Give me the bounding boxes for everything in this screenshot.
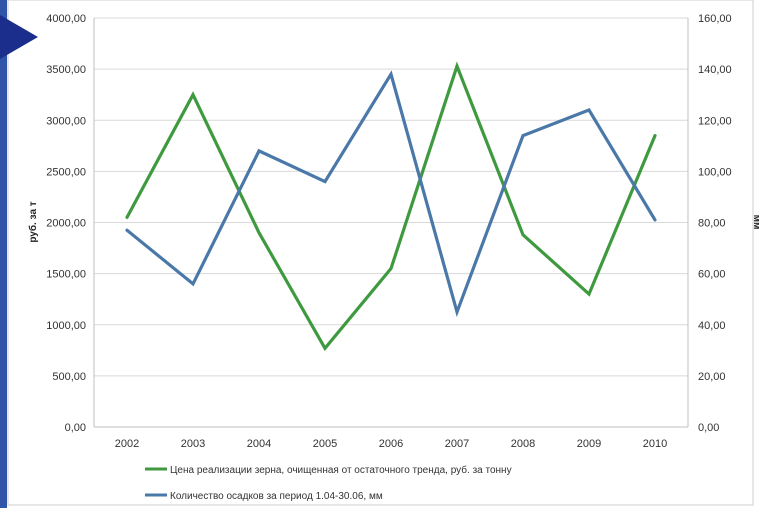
x-tick-label: 2010 xyxy=(643,438,667,450)
corner-arrow-icon xyxy=(0,15,38,59)
right-axis-title: мм xyxy=(751,215,759,230)
left-tick-label: 1500,00 xyxy=(46,269,86,281)
legend-label-precipitation: Количество осадков за период 1.04-30.06,… xyxy=(170,491,383,502)
series-lines xyxy=(125,61,657,352)
right-tick-label: 100,00 xyxy=(698,166,732,178)
left-tick-label: 500,00 xyxy=(52,371,86,383)
x-tick-label: 2008 xyxy=(511,438,535,450)
x-tick-label: 2007 xyxy=(445,438,469,450)
right-tick-label: 140,00 xyxy=(698,64,732,76)
left-tick-label: 0,00 xyxy=(65,422,86,434)
left-tick-label: 2500,00 xyxy=(46,166,86,178)
plot-border xyxy=(93,18,689,428)
gridlines xyxy=(94,17,688,428)
right-tick-label: 80,00 xyxy=(698,218,726,230)
series-line-precipitation xyxy=(125,70,657,318)
left-tick-label: 2000,00 xyxy=(46,218,86,230)
legend: Цена реализации зерна, очищенная от оста… xyxy=(145,464,512,502)
series-line-price xyxy=(125,61,657,352)
left-tick-label: 4000,00 xyxy=(46,13,86,25)
x-tick-label: 2006 xyxy=(379,438,403,450)
right-tick-label: 0,00 xyxy=(698,422,719,434)
x-tick-label: 2004 xyxy=(247,438,271,450)
x-tick-label: 2002 xyxy=(115,438,139,450)
right-axis-ticks: 0,00 20,00 40,00 60,00 80,00 100,00 120,00 140,… xyxy=(698,13,732,434)
x-tick-label: 2005 xyxy=(313,438,337,450)
left-tick-label: 1000,00 xyxy=(46,320,86,332)
right-tick-label: 120,00 xyxy=(698,115,732,127)
left-axis-title: руб. за т xyxy=(27,201,39,242)
x-axis-ticks: 2002 2003 2004 2005 2006 2007 2008 2009 2010 xyxy=(115,438,667,450)
left-tick-label: 3000,00 xyxy=(46,115,86,127)
right-tick-label: 160,00 xyxy=(698,13,732,25)
x-tick-label: 2009 xyxy=(577,438,601,450)
chart-area xyxy=(7,0,754,506)
x-tick-label: 2003 xyxy=(181,438,205,450)
left-tick-label: 3500,00 xyxy=(46,64,86,76)
legend-label-price: Цена реализации зерна, очищенная от оста… xyxy=(170,464,512,476)
left-axis-ticks: 0,00 500,00 1000,00 1500,00 2000,00 2500,00 30… xyxy=(46,13,86,434)
right-tick-label: 20,00 xyxy=(698,371,726,383)
slide-left-bar xyxy=(0,0,7,508)
right-tick-label: 40,00 xyxy=(698,320,726,332)
right-tick-label: 60,00 xyxy=(698,269,726,281)
